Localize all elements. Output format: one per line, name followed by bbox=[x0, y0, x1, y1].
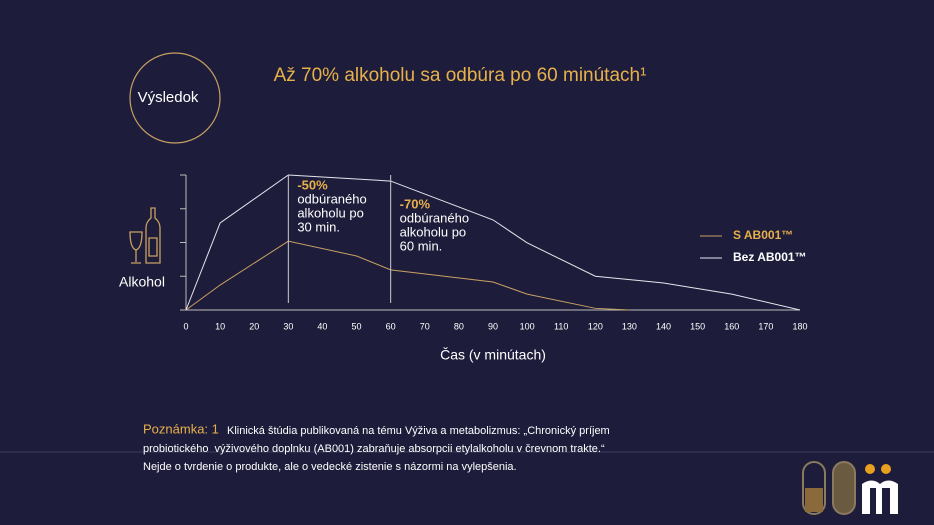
x-tick-label: 30 bbox=[283, 321, 293, 331]
x-tick-label: 90 bbox=[488, 321, 498, 331]
y-axis-label: Alkohol bbox=[119, 274, 165, 290]
annotation-text: alkoholu po bbox=[297, 205, 364, 220]
x-tick-label: 110 bbox=[554, 321, 568, 331]
note-label: Poznámka: 1 bbox=[143, 421, 219, 436]
x-tick-label: 0 bbox=[183, 321, 188, 331]
x-tick-label: 60 bbox=[386, 321, 396, 331]
badge-circle bbox=[129, 52, 221, 144]
legend-label: S AB001™ bbox=[733, 228, 793, 242]
annotation-text: odbúraného bbox=[400, 210, 469, 225]
x-tick-label: 150 bbox=[690, 321, 705, 331]
alcohol-icon bbox=[129, 207, 161, 264]
chart-title: Až 70% alkoholu sa odbúra po 60 minútach… bbox=[274, 65, 647, 86]
annotation-text: odbúraného bbox=[297, 191, 366, 206]
badge: Výsledok bbox=[138, 89, 199, 106]
x-tick-label: 40 bbox=[317, 321, 327, 331]
x-tick-label: 20 bbox=[249, 321, 259, 331]
x-tick-label: 80 bbox=[454, 321, 464, 331]
note-text: Klinická štúdia publikovaná na tému Výži… bbox=[227, 425, 610, 437]
x-tick-label: 170 bbox=[758, 321, 773, 331]
annotation-value: -50% bbox=[297, 177, 328, 192]
x-tick-label: 180 bbox=[792, 321, 807, 331]
x-tick-label: 100 bbox=[520, 321, 535, 331]
series-line bbox=[185, 174, 801, 311]
x-axis-label: Čas (v minútach) bbox=[440, 347, 546, 363]
note-text: Nejde o tvrdenie o produkte, ale o vedec… bbox=[143, 461, 517, 473]
annotation-value: -70% bbox=[400, 196, 431, 211]
x-tick-label: 130 bbox=[622, 321, 637, 331]
x-tick-label: 160 bbox=[724, 321, 739, 331]
annotation-text: 60 min. bbox=[400, 238, 443, 253]
logo bbox=[802, 461, 898, 515]
x-tick-label: 120 bbox=[588, 321, 603, 331]
note-text: probiotického výživového doplnku (AB001)… bbox=[143, 443, 605, 455]
x-tick-label: 70 bbox=[420, 321, 430, 331]
x-tick-label: 140 bbox=[656, 321, 671, 331]
x-tick-label: 50 bbox=[352, 321, 362, 331]
annotation-text: 30 min. bbox=[297, 219, 340, 234]
x-tick-label: 10 bbox=[215, 321, 225, 331]
legend-label: Bez AB001™ bbox=[733, 250, 807, 264]
annotation-text: alkoholu po bbox=[400, 224, 467, 239]
